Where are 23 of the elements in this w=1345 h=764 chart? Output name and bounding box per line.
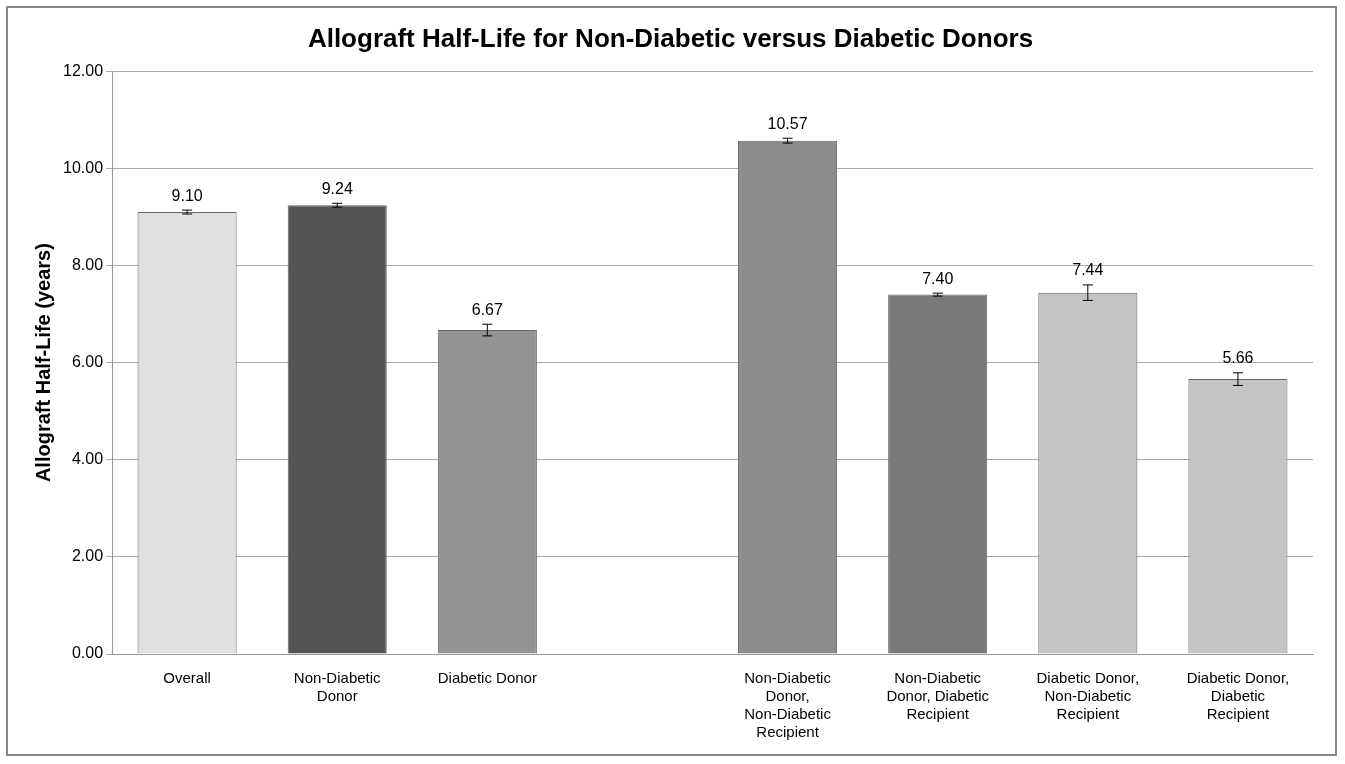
y-tick-label: 6.00 — [71, 353, 104, 371]
x-tick-label: Non-Diabetic Donor, Diabetic Recipient — [886, 669, 990, 723]
x-tick-label: Diabetic Donor, Diabetic Recipient — [1186, 669, 1290, 723]
x-tick-label: Diabetic Donor, Non-Diabetic Recipient — [1036, 669, 1140, 723]
data-label: 7.44 — [1072, 261, 1104, 279]
y-axis-title: Allograft Half-Life (years) — [31, 243, 54, 483]
data-label: 9.24 — [321, 179, 353, 197]
y-tick-label: 2.00 — [71, 547, 104, 565]
y-tick-label: 0.00 — [71, 644, 104, 662]
data-label: 5.66 — [1222, 349, 1254, 367]
data-label: 6.67 — [471, 300, 504, 318]
data-label: 10.57 — [767, 114, 808, 132]
y-tick-label: 8.00 — [71, 255, 104, 273]
y-tick-label: 4.00 — [71, 450, 104, 468]
x-tick-label: Diabetic Donor — [437, 669, 537, 687]
y-tick-label: 12.00 — [62, 61, 104, 79]
x-tick-label: Non-Diabetic Donor — [293, 669, 382, 705]
chart-title: Allograft Half-Life for Non-Diabetic versus Diabetic Donors — [307, 22, 1034, 53]
x-tick-label: Overall — [163, 669, 211, 687]
y-tick-label: 10.00 — [62, 158, 104, 176]
data-label: 7.40 — [922, 269, 954, 287]
x-tick-label: Non-Diabetic Donor, Non-Diabetic Recipient — [744, 669, 832, 741]
data-label: 9.10 — [171, 186, 203, 204]
